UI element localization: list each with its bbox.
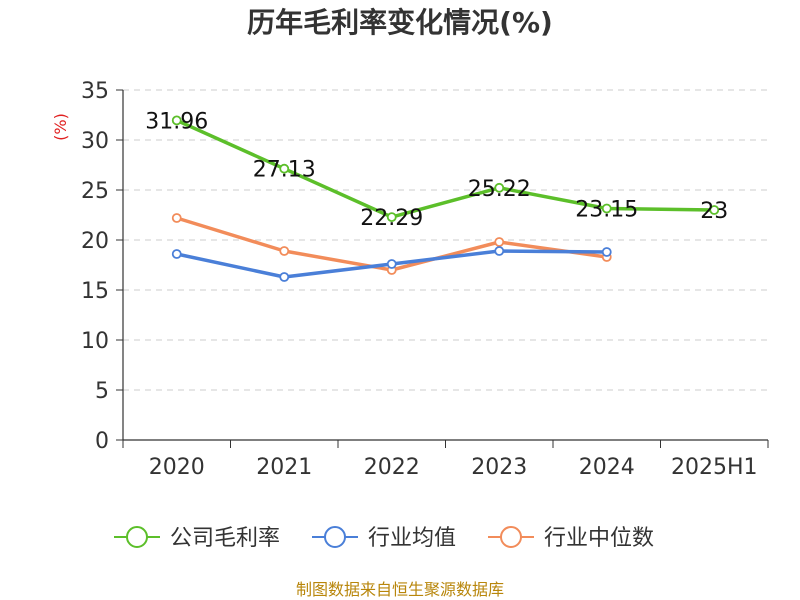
- data-label: 23: [700, 199, 728, 224]
- data-labels: 31.96 27.13 22.29 25.22 23.15 23: [145, 109, 728, 231]
- data-label: 23.15: [575, 198, 638, 223]
- data-point: [601, 203, 612, 214]
- data-point: [494, 237, 505, 247]
- data-label: 25.22: [468, 177, 531, 202]
- data-point: [279, 246, 290, 256]
- data-label: 22.29: [360, 206, 423, 231]
- data-point: [171, 115, 182, 126]
- data-point: [279, 163, 290, 174]
- x-tick-label: 2023: [471, 455, 527, 480]
- y-tick-label: 0: [95, 429, 109, 454]
- x-tick-label: 2020: [149, 455, 205, 480]
- data-label: 31.96: [145, 109, 208, 134]
- data-point: [601, 247, 612, 257]
- series-line: [175, 118, 716, 219]
- x-tick-label: 2021: [256, 455, 312, 480]
- y-tick-label: 20: [81, 229, 109, 254]
- data-point: [386, 259, 397, 269]
- data-point: [386, 212, 397, 223]
- axes: 0 5 10 15 20 25 30 35 2020 2021 2022 2023 2024 2025H1: [81, 79, 769, 480]
- data-point: [171, 213, 182, 223]
- y-tick-label: 35: [81, 79, 109, 104]
- y-tick-label: 25: [81, 179, 109, 204]
- chart-title: 历年毛利率变化情况(%): [247, 6, 553, 39]
- y-tick-label: 10: [81, 329, 109, 354]
- data-point: [709, 205, 720, 215]
- legend-label: 公司毛利率: [170, 526, 280, 551]
- data-point: [279, 272, 290, 282]
- y-tick-label: 15: [81, 279, 109, 304]
- y-tick-label: 5: [95, 379, 109, 404]
- data-point: [494, 246, 505, 256]
- legend-marker: [500, 526, 522, 548]
- data-point: [494, 182, 505, 193]
- x-tick-label: 2022: [364, 455, 420, 480]
- data-label: 27.13: [253, 158, 316, 183]
- legend-label: 行业中位数: [544, 526, 654, 551]
- legend: 公司毛利率 行业均值 行业中位数: [114, 526, 654, 551]
- x-tick-label: 2025H1: [671, 455, 758, 480]
- legend-marker: [126, 526, 148, 548]
- data-point: [171, 249, 182, 259]
- legend-item: 行业中位数: [488, 526, 654, 551]
- x-tick-label: 2024: [579, 455, 635, 480]
- legend-marker: [324, 526, 346, 548]
- legend-label: 行业均值: [368, 526, 456, 551]
- series-lines: [171, 115, 720, 282]
- grid-lines: [123, 89, 768, 391]
- legend-item: 公司毛利率: [114, 526, 280, 551]
- y-axis-unit-label: (%): [51, 113, 70, 141]
- source-footnote: 制图数据来自恒生聚源数据库: [296, 580, 504, 599]
- legend-item: 行业均值: [312, 526, 456, 551]
- y-tick-label: 30: [81, 129, 109, 154]
